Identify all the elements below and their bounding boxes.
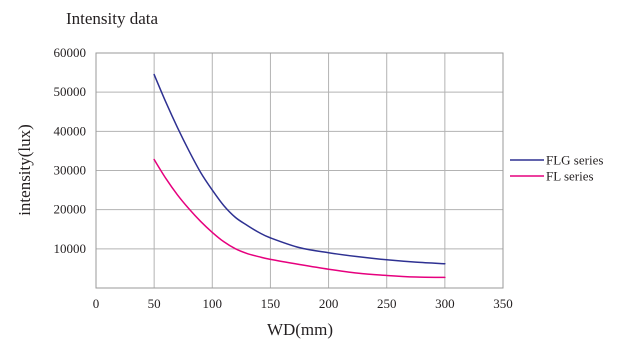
x-tick-label: 50 <box>148 296 161 311</box>
series-lines <box>153 73 446 279</box>
y-tick-label: 60000 <box>54 45 87 60</box>
legend-label-fl-series: FL series <box>546 169 594 184</box>
x-tick-label: 300 <box>435 296 455 311</box>
y-tick-label: 40000 <box>54 123 87 138</box>
series-line-fl-series <box>153 158 446 279</box>
x-tick-label: 250 <box>377 296 397 311</box>
x-tick-label: 0 <box>93 296 100 311</box>
y-tick-label: 10000 <box>54 241 87 256</box>
x-tick-label: 350 <box>493 296 513 311</box>
x-axis-label: WD(mm) <box>267 320 333 339</box>
plot-frame <box>95 52 504 289</box>
legend-label-flg-series: FLG series <box>546 153 603 168</box>
chart-title: Intensity data <box>66 9 159 28</box>
y-tick-label: 30000 <box>54 163 87 178</box>
y-tick-label: 20000 <box>54 202 87 217</box>
y-tick-label: 50000 <box>54 84 87 99</box>
grid <box>96 53 503 288</box>
y-axis-label: intensity(lux) <box>15 124 34 216</box>
x-tick-label: 200 <box>319 296 339 311</box>
series-line-flg-series <box>153 73 446 265</box>
x-tick-label: 150 <box>261 296 281 311</box>
x-tick-label: 100 <box>203 296 223 311</box>
y-axis-ticks: 10000 20000 30000 40000 50000 60000 <box>54 45 87 256</box>
x-axis-ticks: 0 50 100 150 200 250 300 350 <box>93 296 513 311</box>
